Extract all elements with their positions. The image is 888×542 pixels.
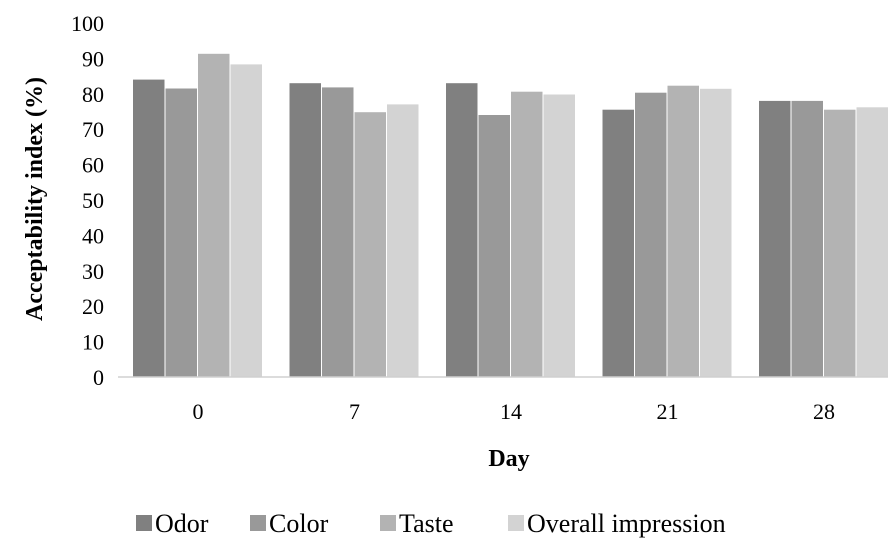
y-tick-label-80: 80 bbox=[82, 82, 104, 107]
bar-taste-day-7 bbox=[354, 112, 386, 377]
x-tick-label-21: 21 bbox=[657, 399, 679, 424]
y-tick-label-10: 10 bbox=[82, 330, 104, 355]
legend: Odor Color Taste Overall impression bbox=[136, 509, 726, 538]
bar-color-day-0 bbox=[165, 88, 197, 377]
y-tick-label-60: 60 bbox=[82, 153, 104, 178]
y-tick-label-40: 40 bbox=[82, 223, 104, 248]
bar-overall-impression-day-28 bbox=[856, 107, 888, 378]
x-tick-label-14: 14 bbox=[500, 399, 522, 424]
x-tick-label-7: 7 bbox=[349, 399, 360, 424]
bar-taste-day-28 bbox=[824, 109, 856, 377]
legend-swatch-odor bbox=[136, 515, 152, 531]
bar-color-day-7 bbox=[322, 87, 354, 378]
y-axis-title: Acceptability index (%) bbox=[22, 77, 48, 321]
y-tick-label-70: 70 bbox=[82, 117, 104, 142]
bar-overall-impression-day-0 bbox=[230, 64, 262, 378]
x-tick-label-0: 0 bbox=[193, 399, 204, 424]
x-tick-labels: 0 7 14 21 28 bbox=[193, 399, 836, 424]
bar-overall-impression-day-7 bbox=[387, 104, 419, 378]
bar-odor-day-28 bbox=[759, 100, 791, 378]
x-tick-label-28: 28 bbox=[813, 399, 835, 424]
y-tick-label-50: 50 bbox=[82, 188, 104, 213]
legend-swatch-overall-impression bbox=[508, 515, 524, 531]
y-tick-label-20: 20 bbox=[82, 294, 104, 319]
bars-layer bbox=[133, 53, 888, 378]
y-tick-label-100: 100 bbox=[71, 11, 104, 36]
bar-taste-day-21 bbox=[667, 85, 699, 377]
y-tick-label-30: 30 bbox=[82, 259, 104, 284]
bar-overall-impression-day-21 bbox=[700, 88, 732, 378]
bar-odor-day-0 bbox=[133, 79, 165, 377]
y-tick-label-0: 0 bbox=[93, 365, 104, 390]
bar-overall-impression-day-14 bbox=[543, 94, 575, 377]
legend-label-odor: Odor bbox=[155, 509, 209, 538]
legend-label-overall-impression: Overall impression bbox=[527, 509, 726, 538]
y-tick-label-90: 90 bbox=[82, 46, 104, 71]
legend-swatch-taste bbox=[380, 515, 396, 531]
bar-color-day-21 bbox=[635, 92, 667, 377]
bar-color-day-28 bbox=[791, 100, 823, 378]
bar-odor-day-21 bbox=[602, 109, 634, 377]
bar-odor-day-14 bbox=[446, 83, 478, 377]
y-tick-labels: 0 10 20 30 40 50 60 70 80 90 100 bbox=[71, 11, 104, 390]
bar-odor-day-7 bbox=[289, 83, 321, 377]
bar-taste-day-14 bbox=[511, 91, 543, 377]
legend-label-taste: Taste bbox=[399, 509, 454, 538]
legend-label-color: Color bbox=[269, 509, 329, 538]
x-axis-title: Day bbox=[488, 446, 529, 472]
bar-taste-day-0 bbox=[198, 53, 230, 378]
legend-swatch-color bbox=[250, 515, 266, 531]
bar-color-day-14 bbox=[478, 115, 510, 377]
